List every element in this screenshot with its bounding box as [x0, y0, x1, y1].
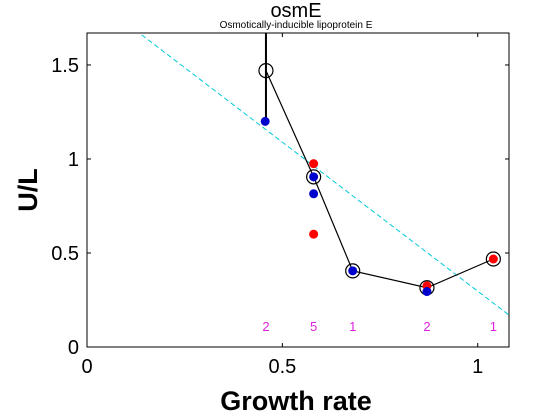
y-tick-label: 1.5 [51, 55, 79, 77]
x-tick-label: 0 [81, 356, 92, 378]
blue-sample-point [309, 172, 319, 182]
count-label: 2 [423, 319, 430, 334]
mean-marker [306, 169, 322, 185]
red-sample-point [309, 229, 319, 239]
mean-marker [485, 251, 501, 267]
x-axis-label: Growth rate [220, 386, 372, 416]
blue-sample-point [309, 189, 319, 199]
red-sample-point [309, 159, 319, 169]
y-tick-label: 1 [68, 149, 79, 171]
count-label: 5 [310, 319, 317, 334]
count-label: 1 [349, 319, 356, 334]
y-tick-label: 0.5 [51, 243, 79, 265]
x-tick-label: 0.5 [268, 356, 296, 378]
count-label: 2 [262, 319, 269, 334]
x-tick-label: 1 [472, 356, 483, 378]
blue-sample-point [422, 287, 432, 297]
chart-subtitle: Osmotically-inducible lipoprotein E [220, 20, 373, 31]
red-sample-point [488, 254, 498, 264]
chart-title: osmE [270, 0, 321, 22]
blue-sample-point [260, 116, 270, 126]
y-axis-label: U/L [13, 168, 43, 212]
mean-marker [258, 63, 274, 79]
plot-frame [86, 32, 510, 348]
blue-sample-point [348, 266, 358, 276]
count-label: 1 [490, 319, 497, 334]
fit-line [141, 34, 509, 316]
mean-line [265, 70, 494, 289]
y-tick-label: 0 [68, 337, 79, 359]
mean-marker [345, 263, 361, 279]
